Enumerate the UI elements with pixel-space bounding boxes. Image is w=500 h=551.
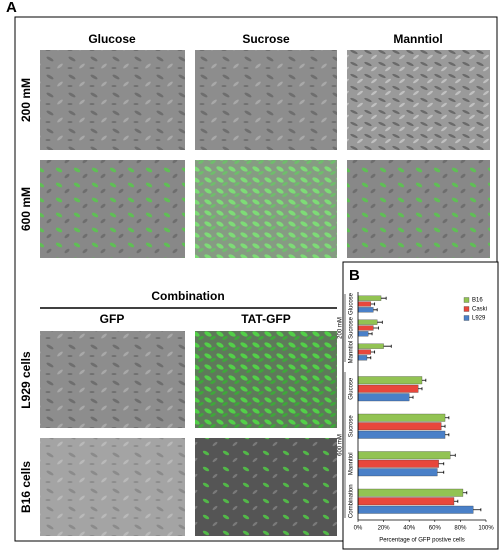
error-bar <box>381 296 387 300</box>
category-label: Combination <box>349 484 355 518</box>
error-bar <box>366 356 372 360</box>
error-bar <box>370 302 376 306</box>
micrograph <box>40 438 185 536</box>
micrograph <box>347 160 490 258</box>
bar <box>357 301 371 307</box>
micrograph <box>40 331 185 428</box>
legend-label: B16 <box>472 298 483 304</box>
bar <box>357 497 455 506</box>
legend-swatch <box>463 306 470 312</box>
category-label: Glucose <box>349 292 355 315</box>
bar <box>357 393 410 402</box>
column-title: TAT-GFP <box>241 312 291 326</box>
x-tick-label: 0% <box>354 526 363 532</box>
category-label: Glucose <box>349 377 355 400</box>
micrograph <box>195 160 337 258</box>
bar <box>357 325 374 331</box>
error-bar <box>473 508 482 512</box>
micrograph <box>347 50 490 150</box>
error-bar <box>422 378 427 382</box>
error-bar <box>373 308 378 312</box>
legend-swatch <box>463 297 470 303</box>
panel-label: B <box>349 267 360 284</box>
row-title: 200 mM <box>19 78 33 122</box>
x-tick-label: 20% <box>378 526 391 532</box>
error-bar <box>409 395 414 399</box>
bar <box>357 376 423 385</box>
legend-swatch <box>463 315 470 321</box>
bar <box>357 343 384 349</box>
combination-title: Combination <box>151 289 224 303</box>
error-bar <box>370 350 376 354</box>
category-label: Sucrose <box>349 415 355 438</box>
group-label: 600 mM <box>338 434 344 456</box>
x-axis-title: Percentage of GFP postive cells <box>379 538 465 544</box>
bar <box>357 331 369 337</box>
category-label: Sucrose <box>349 316 355 339</box>
bar <box>357 295 382 301</box>
row-title: B16 cells <box>19 461 33 513</box>
error-bar <box>373 326 379 330</box>
micrograph <box>195 331 337 428</box>
legend-label: L929 <box>472 316 486 322</box>
bar <box>357 384 419 393</box>
error-bar <box>462 491 468 495</box>
column-title: Manntiol <box>393 32 442 46</box>
bar <box>357 307 374 313</box>
bar <box>357 451 451 460</box>
error-bar <box>438 462 445 466</box>
bar <box>357 422 442 431</box>
x-tick-label: 60% <box>429 526 442 532</box>
error-bar <box>441 424 446 428</box>
error-bar <box>454 499 459 503</box>
column-title: Sucrose <box>242 32 290 46</box>
micrograph <box>40 160 185 258</box>
bar <box>357 319 378 325</box>
bar <box>357 459 439 468</box>
column-title: GFP <box>100 312 125 326</box>
error-bar <box>437 470 445 474</box>
bar <box>357 488 464 497</box>
category-label: Manntiol <box>349 452 355 475</box>
error-bar <box>368 332 373 336</box>
error-bar <box>445 433 450 437</box>
error-bar <box>450 453 456 457</box>
x-tick-label: 80% <box>454 526 467 532</box>
error-bar <box>383 344 392 348</box>
legend-label: Caski <box>472 307 487 313</box>
bar <box>357 430 446 439</box>
bar <box>357 468 438 477</box>
micrograph <box>195 50 337 150</box>
micrograph <box>40 50 185 150</box>
row-title: L929 cells <box>19 351 33 409</box>
bar <box>357 355 368 361</box>
column-title: Glucose <box>88 32 136 46</box>
bar <box>357 413 446 422</box>
bar <box>357 349 371 355</box>
category-label: Manntiol <box>349 341 355 364</box>
error-bar <box>445 416 450 420</box>
x-tick-label: 40% <box>403 526 416 532</box>
error-bar <box>418 387 423 391</box>
error-bar <box>377 320 383 324</box>
row-title: 600 mM <box>19 187 33 231</box>
panel-label: A <box>6 0 17 16</box>
bar <box>357 505 474 514</box>
x-tick-label: 100% <box>478 526 494 532</box>
group-label: 200 mM <box>338 317 344 339</box>
micrograph <box>195 438 337 536</box>
